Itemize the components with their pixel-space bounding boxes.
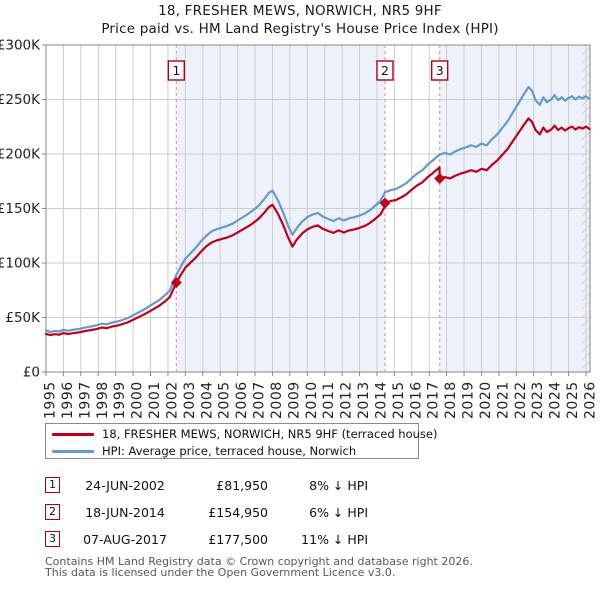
page-subtitle: Price paid vs. HM Land Registry's House …	[101, 21, 499, 37]
legend-entry-hpi: HPI: Average price, terraced house, Norw…	[46, 442, 418, 459]
x-axis-year-label: 2007	[252, 381, 268, 419]
x-axis-year-label: 2025	[565, 381, 581, 419]
x-axis-year-label: 2009	[286, 381, 302, 419]
legend-entry-property: 18, FRESHER MEWS, NORWICH, NR5 9HF (terr…	[46, 425, 437, 442]
copyright-line: Contains HM Land Registry data © Crown c…	[45, 555, 473, 568]
x-axis-year-label: 2024	[548, 381, 564, 419]
x-axis-year-label: 2001	[147, 381, 163, 419]
licence-line: This data is licensed under the Open Gov…	[45, 566, 396, 579]
transaction-row: 3 07-AUG-2017 £177,500 11% ↓ HPI	[0, 531, 600, 551]
x-axis-year-label: 1999	[112, 381, 128, 419]
x-axis-year-label: 2002	[164, 381, 180, 419]
property-series-line	[44, 117, 591, 337]
sale-number-badge: 2	[45, 504, 60, 520]
x-axis-year-label: 2008	[269, 381, 285, 419]
sale-hpi-delta: 6% ↓ HPI	[309, 505, 368, 520]
sale-marker-diamond	[379, 197, 391, 209]
sale-number-box-label: 3	[436, 63, 444, 78]
sale-hpi-delta: 11% ↓ HPI	[301, 532, 368, 547]
y-axis-price-label: £100K	[0, 256, 41, 272]
sale-number-badge: 3	[45, 531, 60, 547]
sale-date: 24-JUN-2002	[85, 478, 165, 493]
sale-hpi-delta: 8% ↓ HPI	[309, 478, 368, 493]
x-axis-year-label: 2018	[443, 381, 459, 419]
sale-marker-diamond	[434, 173, 446, 185]
x-axis-year-label: 2020	[478, 381, 494, 419]
sale-date: 18-JUN-2014	[85, 505, 165, 520]
legend-label-hpi: HPI: Average price, terraced house, Norw…	[102, 444, 357, 458]
x-axis-year-label: 2022	[513, 381, 529, 419]
x-axis-year-label: 2023	[530, 381, 546, 419]
sale-marker-diamond	[170, 277, 182, 289]
x-axis-year-label: 2026	[583, 381, 599, 419]
x-axis-year-label: 2004	[199, 381, 215, 419]
x-axis-year-label: 2005	[217, 381, 233, 419]
sale-number-box-label: 2	[381, 63, 389, 78]
x-axis-year-label: 1998	[95, 381, 111, 419]
sale-number-box	[376, 60, 394, 81]
x-axis-year-label: 2012	[339, 381, 355, 419]
transaction-row: 1 24-JUN-2002 £81,950 8% ↓ HPI	[0, 477, 600, 497]
page-title: 18, FRESHER MEWS, NORWICH, NR5 9HF	[158, 3, 442, 19]
hpi-series-line	[44, 85, 591, 333]
x-axis-year-label: 2013	[356, 381, 372, 419]
x-axis-year-label: 2016	[408, 381, 424, 419]
sale-number-box	[430, 60, 449, 81]
x-axis-year-label: 1997	[77, 381, 93, 419]
y-axis-price-label: £0	[23, 365, 40, 381]
x-axis-year-label: 2015	[391, 381, 407, 419]
sale-number-badge: 1	[45, 477, 60, 493]
x-axis-year-label: 2011	[321, 381, 337, 419]
legend-label-property: 18, FRESHER MEWS, NORWICH, NR5 9HF (terr…	[102, 427, 438, 441]
x-axis-year-label: 2000	[130, 381, 146, 419]
transaction-row: 2 18-JUN-2014 £154,950 6% ↓ HPI	[0, 504, 600, 524]
y-axis-price-label: £300K	[0, 38, 41, 54]
x-axis-year-label: 2014	[373, 381, 389, 419]
x-axis-year-label: 2006	[234, 381, 250, 419]
x-axis-year-label: 1996	[60, 381, 76, 419]
x-axis-year-label: 2010	[304, 381, 320, 419]
y-axis-price-label: £50K	[5, 310, 41, 326]
sale-price: £177,500	[208, 532, 268, 547]
sale-price: £154,950	[208, 505, 268, 520]
sale-number-box-label: 1	[172, 63, 180, 78]
x-axis-year-label: 1995	[43, 381, 59, 419]
sale-price: £81,950	[216, 478, 268, 493]
y-axis-price-label: £150K	[0, 201, 41, 217]
price-chart: 1 2 3 1995 1996 1997 1998 1999 2000 2001 2002 2003 2…	[0, 38, 599, 420]
property-line-swatch	[52, 433, 94, 436]
x-axis-year-label: 2003	[182, 381, 198, 419]
x-axis-year-label: 2021	[495, 381, 511, 419]
x-axis-year-label: 2017	[426, 381, 442, 419]
hpi-line-swatch	[52, 450, 94, 453]
chart-legend: 18, FRESHER MEWS, NORWICH, NR5 9HF (terr…	[45, 423, 437, 459]
y-axis-price-label: £250K	[0, 92, 41, 108]
x-axis-year-label: 2019	[461, 381, 477, 419]
sale-number-box	[167, 60, 185, 81]
y-axis-price-label: £200K	[0, 147, 41, 163]
sale-date: 07-AUG-2017	[83, 532, 167, 547]
